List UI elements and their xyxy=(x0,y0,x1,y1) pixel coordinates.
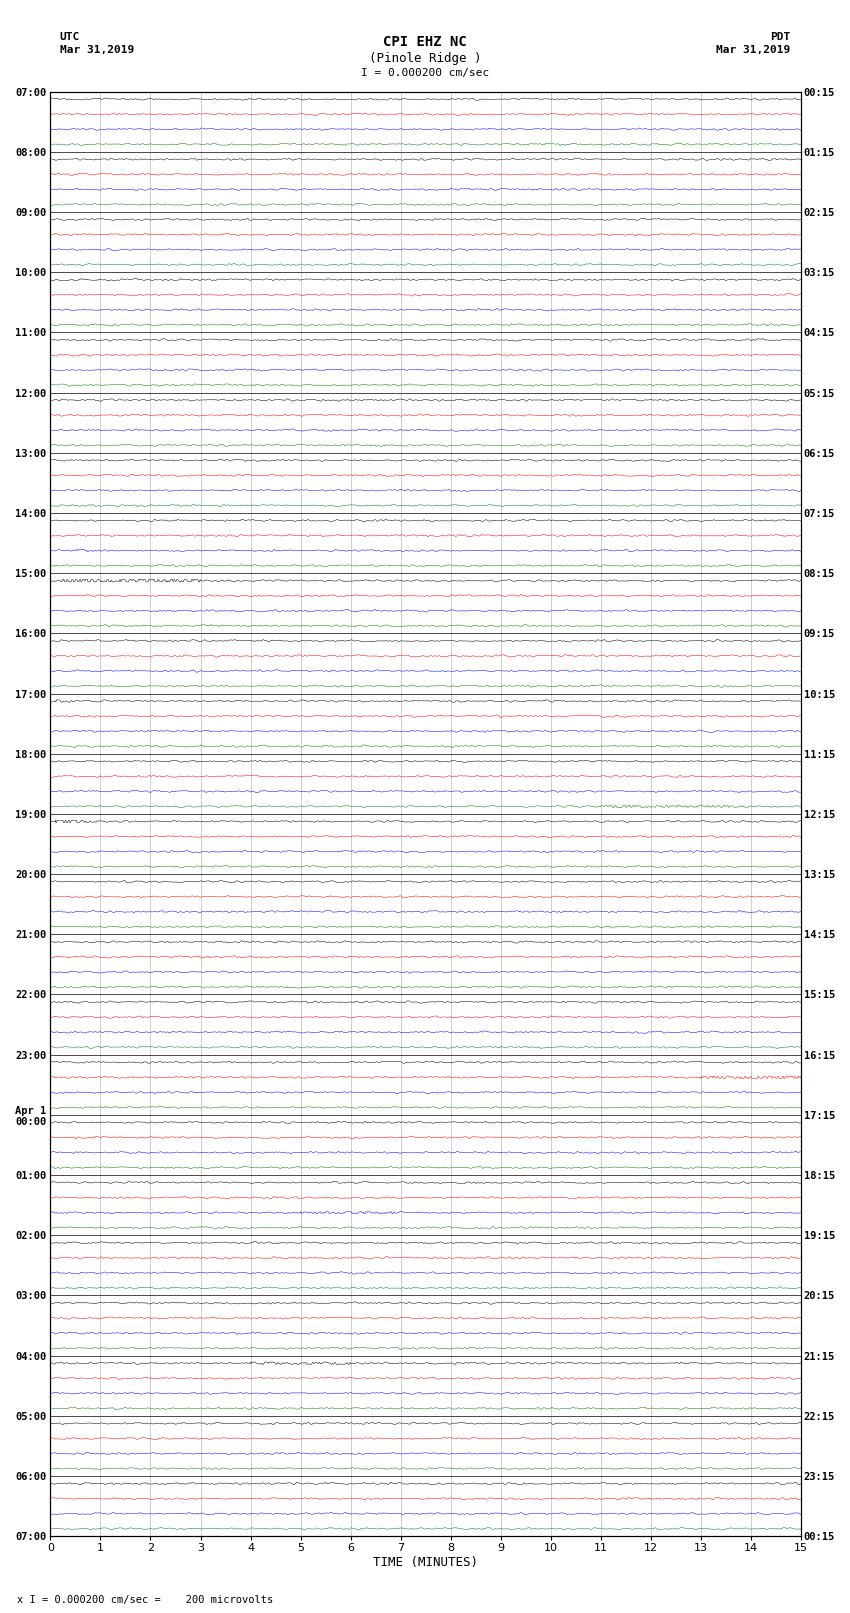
X-axis label: TIME (MINUTES): TIME (MINUTES) xyxy=(373,1557,479,1569)
Text: I = 0.000200 cm/sec: I = 0.000200 cm/sec xyxy=(361,68,489,77)
Text: x I = 0.000200 cm/sec =    200 microvolts: x I = 0.000200 cm/sec = 200 microvolts xyxy=(17,1595,273,1605)
Text: PDT: PDT xyxy=(770,32,790,42)
Text: UTC: UTC xyxy=(60,32,80,42)
Text: Mar 31,2019: Mar 31,2019 xyxy=(60,45,133,55)
Text: Mar 31,2019: Mar 31,2019 xyxy=(717,45,790,55)
Text: (Pinole Ridge ): (Pinole Ridge ) xyxy=(369,52,481,65)
Text: CPI EHZ NC: CPI EHZ NC xyxy=(383,35,467,50)
